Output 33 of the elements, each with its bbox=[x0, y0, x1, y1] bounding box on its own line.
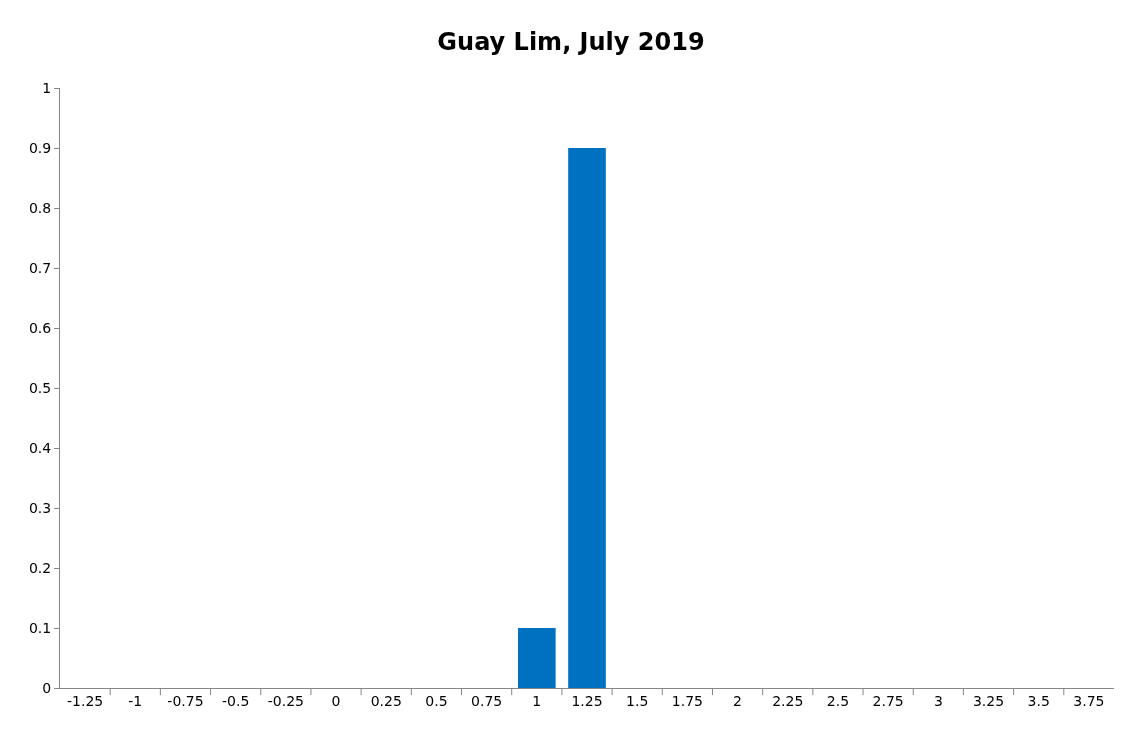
y-tick-label: 0.2 bbox=[28, 559, 52, 576]
y-tick-label: 0.7 bbox=[28, 259, 52, 276]
x-tick-label: 0.25 bbox=[370, 692, 402, 709]
x-tick-label: 1.25 bbox=[571, 692, 603, 709]
x-tick-label: 0.75 bbox=[471, 692, 503, 709]
x-tick-label: 3 bbox=[933, 692, 943, 709]
x-tick-label: -1 bbox=[128, 692, 143, 709]
y-tick-label: 0.8 bbox=[28, 199, 52, 216]
y-tick-label: 0.4 bbox=[28, 439, 52, 456]
x-tick-label: -0.25 bbox=[267, 692, 304, 709]
y-tick-label: 0.9 bbox=[28, 139, 52, 156]
x-tick-label: 3.75 bbox=[1073, 692, 1105, 709]
x-tick-label: -1.25 bbox=[66, 692, 104, 709]
y-tick-label: 0.1 bbox=[28, 619, 52, 636]
x-tick-label: 0.5 bbox=[425, 692, 448, 709]
x-tick-label: 1.75 bbox=[671, 692, 703, 709]
chart-title: Guay Lim, July 2019 bbox=[437, 28, 705, 57]
y-tick-label: 0 bbox=[42, 679, 52, 696]
x-tick-label: 3.5 bbox=[1027, 692, 1050, 709]
y-tick-label: 0.3 bbox=[28, 499, 52, 516]
x-tick-label: 1 bbox=[532, 692, 542, 709]
y-tick-label: 1 bbox=[42, 79, 52, 96]
y-tick-label: 0.6 bbox=[28, 319, 52, 336]
x-tick-label: -0.75 bbox=[167, 692, 204, 709]
x-tick-label: 2.5 bbox=[826, 692, 850, 709]
x-tick-label: 2.25 bbox=[772, 692, 804, 709]
y-tick-label: 0.5 bbox=[28, 379, 52, 396]
x-tick-label: 3.25 bbox=[972, 692, 1005, 709]
x-tick-label: 1.5 bbox=[626, 692, 649, 709]
x-tick-label: -0.5 bbox=[222, 692, 250, 709]
x-tick-label: 0 bbox=[331, 692, 341, 709]
x-tick-label: 2.75 bbox=[872, 692, 904, 709]
x-tick-label: 2 bbox=[733, 692, 743, 709]
